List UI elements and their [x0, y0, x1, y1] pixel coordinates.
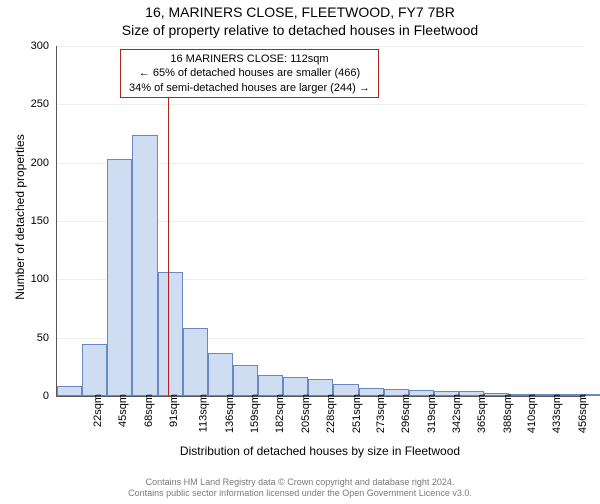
histogram-bar — [132, 135, 157, 396]
x-tick-label: 136sqm — [224, 394, 236, 433]
x-tick-label: 410sqm — [526, 394, 538, 433]
info-line: ← 65% of detached houses are smaller (46… — [129, 66, 370, 80]
footer-line-2: Contains public sector information licen… — [0, 488, 600, 500]
gridline — [57, 104, 585, 105]
x-tick-label: 113sqm — [198, 394, 210, 432]
y-tick-label: 0 — [9, 390, 49, 402]
x-tick-label: 68sqm — [143, 394, 155, 427]
info-line: 34% of semi-detached houses are larger (… — [129, 81, 370, 95]
x-tick-label: 433sqm — [551, 394, 563, 433]
histogram-bar — [258, 375, 283, 396]
chart-title: 16, MARINERS CLOSE, FLEETWOOD, FY7 7BR — [0, 4, 600, 22]
marker-line — [168, 70, 169, 396]
histogram-bar — [233, 365, 258, 397]
plot-area: 05010015020025030022sqm45sqm68sqm91sqm11… — [56, 46, 584, 396]
x-tick-label: 319sqm — [426, 394, 438, 433]
y-tick-label: 200 — [9, 157, 49, 169]
histogram-bar — [183, 328, 208, 396]
footer-line-1: Contains HM Land Registry data © Crown c… — [0, 477, 600, 489]
x-tick-label: 182sqm — [275, 394, 287, 433]
x-tick-label: 296sqm — [400, 394, 412, 433]
x-tick-label: 388sqm — [502, 394, 514, 433]
y-tick-label: 150 — [9, 215, 49, 227]
x-tick-label: 342sqm — [451, 394, 463, 433]
x-tick-label: 159sqm — [249, 394, 261, 433]
y-tick-label: 50 — [9, 332, 49, 344]
marker-info-box: 16 MARINERS CLOSE: 112sqm← 65% of detach… — [120, 49, 379, 98]
x-tick-label: 273sqm — [375, 394, 387, 433]
x-tick-label: 205sqm — [300, 394, 312, 433]
x-tick-label: 228sqm — [325, 394, 337, 433]
histogram-bar — [107, 159, 132, 396]
x-axis-label: Distribution of detached houses by size … — [56, 444, 584, 458]
x-tick-label: 91sqm — [168, 394, 180, 427]
footer-attribution: Contains HM Land Registry data © Crown c… — [0, 477, 600, 500]
histogram-bar — [57, 386, 82, 397]
gridline — [57, 46, 585, 47]
y-tick-label: 100 — [9, 273, 49, 285]
x-tick-label: 365sqm — [476, 394, 488, 433]
histogram-bar — [82, 344, 107, 397]
histogram-bar — [208, 353, 233, 396]
x-tick-label: 45sqm — [118, 394, 130, 427]
histogram-bar — [158, 272, 183, 396]
y-tick-label: 300 — [9, 40, 49, 52]
x-tick-label: 22sqm — [92, 394, 104, 427]
info-line: 16 MARINERS CLOSE: 112sqm — [129, 52, 370, 66]
x-tick-label: 456sqm — [577, 394, 589, 433]
x-tick-label: 251sqm — [351, 394, 363, 433]
y-tick-label: 250 — [9, 98, 49, 110]
chart-subtitle: Size of property relative to detached ho… — [0, 22, 600, 40]
